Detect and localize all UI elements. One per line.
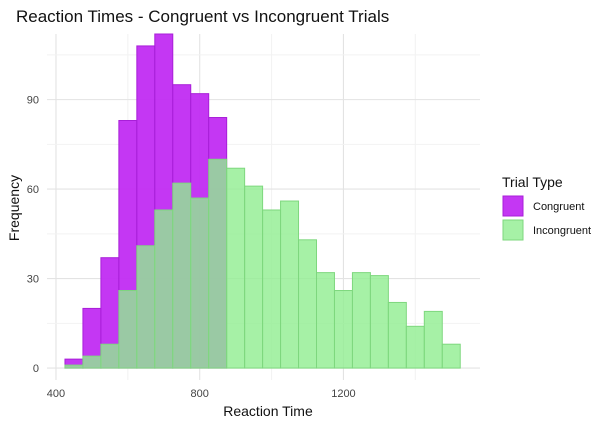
y-tick-label: 30	[27, 274, 39, 286]
series-incongruent	[64, 158, 461, 369]
bar-incongruent	[316, 272, 335, 369]
x-tick-label: 800	[191, 388, 209, 400]
legend-item-incongruent: Incongruent	[502, 219, 591, 241]
legend: Trial Type Congruent Incongruent	[502, 174, 591, 241]
legend-swatch	[502, 195, 524, 217]
bar-incongruent	[423, 310, 443, 369]
bar-incongruent	[441, 343, 461, 369]
bar-incongruent	[172, 182, 192, 369]
bar-incongruent	[100, 343, 120, 369]
x-tick-label: 400	[47, 388, 65, 400]
bar-incongruent	[387, 301, 407, 369]
legend-label: Congruent	[533, 201, 584, 213]
bar-incongruent	[351, 272, 371, 369]
legend-item-congruent: Congruent	[502, 195, 584, 217]
x-axis-title: Reaction Time	[223, 403, 313, 419]
bars	[64, 33, 461, 369]
bar-incongruent	[118, 290, 138, 369]
bar-incongruent	[280, 200, 300, 369]
y-tick-label: 90	[27, 95, 39, 107]
legend-title: Trial Type	[502, 174, 563, 190]
bar-incongruent	[136, 245, 156, 369]
y-tick-label: 60	[27, 184, 39, 196]
bar-incongruent	[82, 355, 102, 369]
y-tick-labels: 0 30 60 90	[27, 95, 39, 375]
bar-incongruent	[226, 167, 246, 369]
bar-incongruent	[262, 209, 282, 369]
legend-label: Incongruent	[533, 225, 591, 237]
bar-incongruent	[64, 364, 84, 369]
bar-incongruent	[298, 239, 318, 369]
bar-incongruent	[244, 185, 264, 369]
x-tick-label: 1200	[331, 388, 355, 400]
y-axis-title: Frequency	[6, 175, 22, 241]
legend-items: Congruent Incongruent	[502, 195, 591, 241]
y-tick-label: 0	[33, 363, 39, 375]
bar-incongruent	[190, 197, 210, 369]
chart-title: Reaction Times - Congruent vs Incongruen…	[16, 7, 389, 26]
legend-swatch	[502, 219, 524, 241]
bar-incongruent	[405, 325, 425, 369]
bar-incongruent	[369, 275, 389, 369]
bar-incongruent	[154, 209, 174, 369]
bar-incongruent	[333, 290, 353, 369]
x-tick-labels: 400 800 1200	[47, 388, 356, 400]
bar-incongruent	[208, 158, 228, 369]
